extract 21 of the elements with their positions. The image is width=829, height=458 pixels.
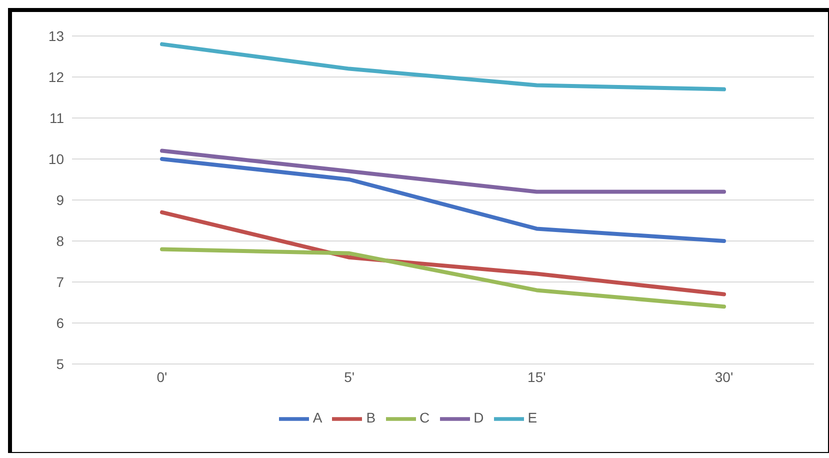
x-tick-label: 30': [714, 368, 734, 385]
x-tick-label: 0': [156, 368, 168, 385]
line-series: [160, 157, 726, 243]
legend-label: B: [366, 410, 376, 426]
x-tick-label: 15': [528, 368, 546, 385]
y-tick-label: 9: [56, 192, 64, 208]
legend-label: E: [528, 410, 538, 426]
legend-label: C: [420, 410, 430, 426]
x-tick-label: 5': [344, 368, 355, 385]
y-tick-label: 13: [48, 28, 64, 44]
y-tick-label: 5: [56, 356, 64, 372]
line-series: [160, 42, 726, 92]
y-tick-label: 12: [48, 68, 64, 85]
y-tick-label: 11: [49, 110, 64, 126]
y-tick-label: 10: [48, 150, 64, 167]
line-series: [160, 247, 726, 309]
y-tick-label: 7: [56, 274, 64, 290]
y-tick-label: 6: [56, 314, 64, 331]
y-tick-label: 8: [56, 232, 64, 249]
legend-label: D: [474, 410, 484, 426]
legend-label: A: [312, 410, 322, 426]
